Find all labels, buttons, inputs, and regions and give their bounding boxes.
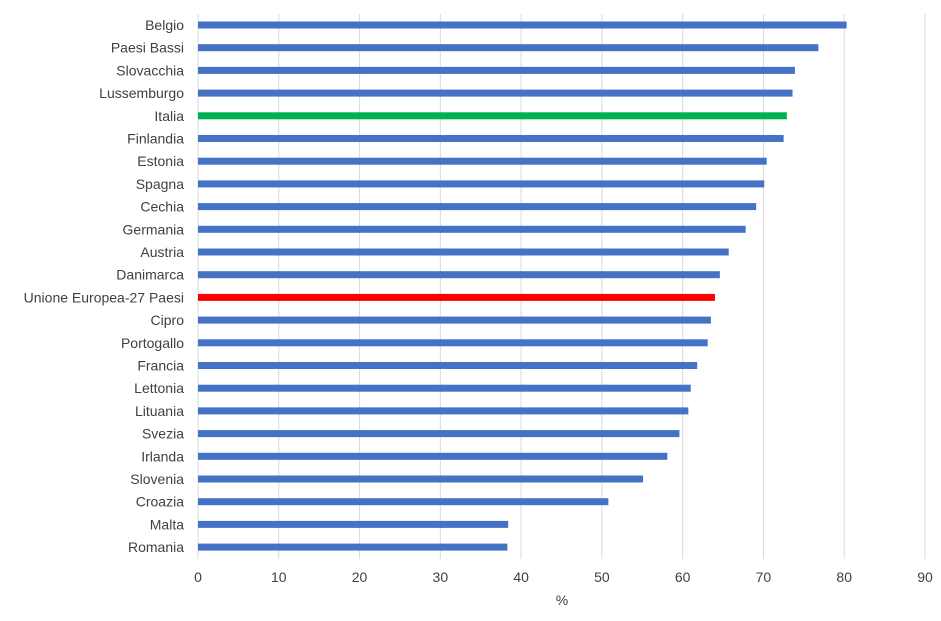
- bar: [198, 339, 708, 347]
- category-label: Estonia: [137, 153, 184, 169]
- bar: [198, 362, 698, 369]
- category-label: Francia: [137, 358, 184, 374]
- category-label: Cechia: [140, 199, 184, 215]
- category-label: Romania: [128, 539, 184, 555]
- category-label: Slovacchia: [116, 62, 184, 78]
- bar: [198, 89, 793, 97]
- category-label: Slovenia: [130, 471, 184, 487]
- bar: [198, 66, 795, 74]
- bar: [198, 520, 509, 528]
- x-tick-label: 10: [271, 569, 287, 585]
- category-label: Cipro: [151, 312, 185, 328]
- bar: [198, 248, 729, 256]
- x-tick-label: 90: [917, 569, 933, 585]
- category-label: Irlanda: [141, 448, 184, 464]
- category-label: Portogallo: [121, 335, 184, 351]
- bar: [198, 203, 757, 211]
- bar: [198, 498, 609, 506]
- bar: [198, 21, 847, 29]
- bars: [198, 21, 847, 551]
- bar: [198, 430, 680, 438]
- bar: [198, 112, 787, 120]
- category-label: Lituania: [135, 403, 184, 419]
- category-label: Belgio: [145, 17, 184, 33]
- category-label: Unione Europea-27 Paesi: [24, 289, 184, 305]
- x-tick-label: 70: [756, 569, 772, 585]
- x-tick-label: 80: [836, 569, 852, 585]
- category-label: Lettonia: [134, 380, 184, 396]
- x-axis-title: %: [556, 592, 568, 608]
- category-label: Finlandia: [127, 131, 184, 147]
- bar: [198, 316, 711, 324]
- category-label: Danimarca: [116, 267, 184, 283]
- bar: [198, 157, 767, 165]
- bar: [198, 543, 508, 551]
- bar: [198, 180, 765, 188]
- bar: [198, 407, 689, 415]
- x-tick-label: 0: [194, 569, 202, 585]
- x-tick-label: 60: [675, 569, 691, 585]
- bar: [198, 475, 644, 483]
- category-label: Spagna: [136, 176, 184, 192]
- category-label: Germania: [123, 221, 185, 237]
- bar: [198, 225, 746, 233]
- bar: [198, 44, 819, 52]
- bar: [198, 271, 720, 279]
- category-label: Croazia: [136, 494, 184, 510]
- x-tick-label: 30: [433, 569, 449, 585]
- category-label: Italia: [154, 108, 184, 124]
- category-label: Svezia: [142, 426, 184, 442]
- x-tick-label: 50: [594, 569, 610, 585]
- category-label: Malta: [150, 516, 184, 532]
- bar: [198, 452, 668, 460]
- category-labels: Belgio Paesi Bassi Slovacchia Lussemburgo It…: [24, 17, 185, 555]
- category-label: Austria: [140, 244, 184, 260]
- x-tick-labels: 0 10 20 30 40 50 60 70 80 90: [194, 569, 933, 585]
- bar: [198, 293, 715, 301]
- x-tick-label: 40: [513, 569, 529, 585]
- category-label: Paesi Bassi: [111, 40, 184, 56]
- bar: [198, 384, 691, 392]
- x-tick-label: 20: [352, 569, 368, 585]
- bar: [198, 135, 784, 142]
- gridlines: [197, 14, 926, 559]
- category-label: Lussemburgo: [99, 85, 184, 101]
